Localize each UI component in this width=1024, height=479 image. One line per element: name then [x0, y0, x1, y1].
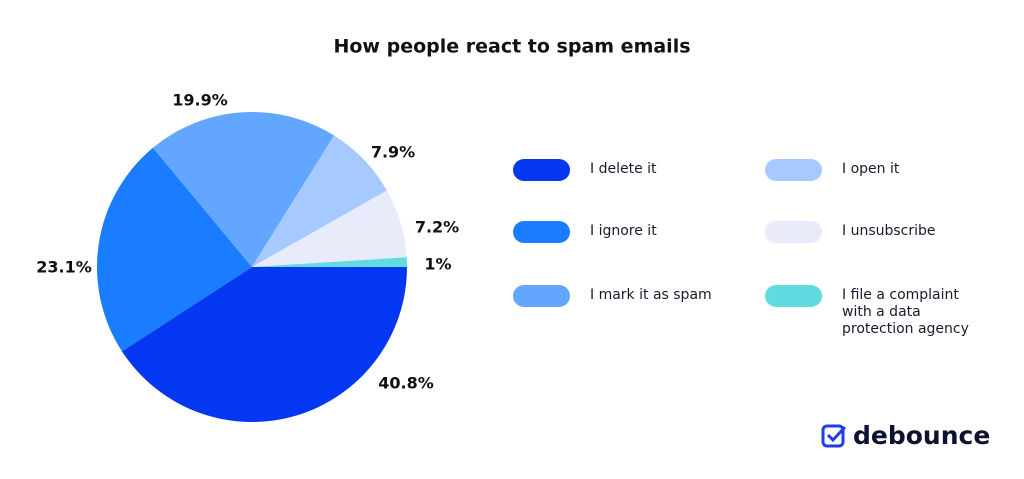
- logo-box: [821, 424, 845, 448]
- pie-slice: [252, 257, 407, 267]
- pie-slice: [121, 267, 408, 422]
- pie-slice: [252, 135, 387, 267]
- logo-icon: [821, 424, 847, 448]
- logo-text: debounce: [853, 421, 990, 450]
- pie-slice: [97, 147, 252, 352]
- legend-item: I mark it as spam: [513, 285, 740, 307]
- legend-label: I delete it: [590, 161, 657, 177]
- logo-check: [826, 425, 847, 443]
- legend-swatch: [765, 285, 822, 307]
- legend-item: I delete it: [513, 159, 740, 181]
- legend-item: I ignore it: [513, 221, 740, 243]
- legend-item: I file a complaint with a data protectio…: [765, 285, 992, 338]
- pie-slice: [252, 190, 407, 267]
- chart-title: How people react to spam emails: [333, 36, 690, 58]
- value-label: 1%: [424, 255, 451, 274]
- legend-label: I file a complaint with a data protectio…: [842, 287, 969, 337]
- legend-swatch: [513, 159, 570, 181]
- legend-label: I ignore it: [590, 223, 657, 239]
- value-label: 19.9%: [172, 91, 228, 110]
- value-label: 7.9%: [371, 143, 415, 162]
- legend-item: I open it: [765, 159, 992, 181]
- legend-label: I open it: [842, 161, 900, 177]
- legend-swatch: [513, 285, 570, 307]
- value-label: 23.1%: [36, 258, 92, 277]
- legend-swatch: [765, 159, 822, 181]
- legend-label: I mark it as spam: [590, 287, 712, 303]
- pie-slice: [152, 112, 335, 267]
- legend-swatch: [765, 221, 822, 243]
- legend-item: I unsubscribe: [765, 221, 992, 243]
- value-label: 40.8%: [378, 374, 434, 393]
- legend-label: I unsubscribe: [842, 223, 936, 239]
- value-label: 7.2%: [415, 218, 459, 237]
- legend-swatch: [513, 221, 570, 243]
